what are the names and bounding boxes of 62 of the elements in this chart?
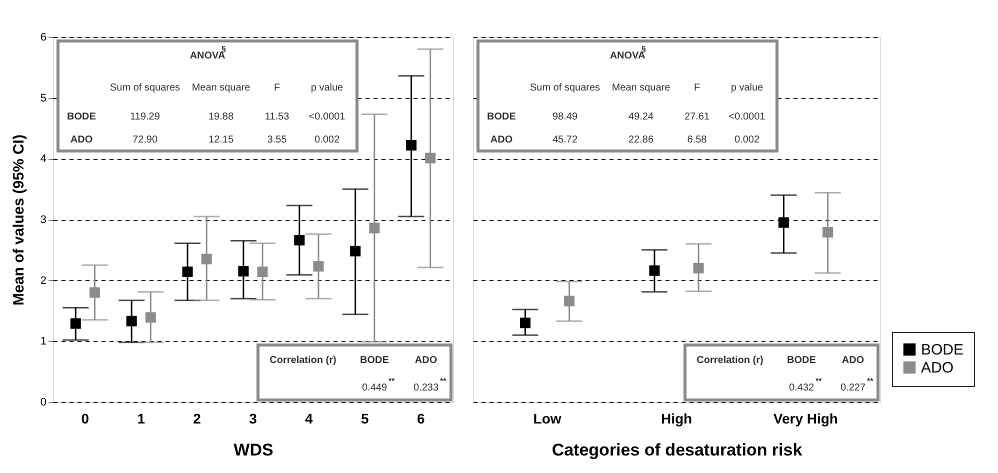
annotation: p value: [310, 82, 344, 94]
legend-label: ADO: [921, 360, 954, 376]
x-tick-label: 2: [193, 410, 202, 426]
annotation: 45.72: [552, 134, 578, 146]
x-tick-label: 6: [416, 410, 425, 426]
annotation: ANOVA§: [190, 44, 226, 62]
annotation: Sum of squares: [530, 82, 600, 94]
annotation: 0.432**: [788, 376, 823, 394]
annotation: F: [274, 82, 280, 94]
annotation: 49.24: [628, 112, 654, 122]
x-axis-title: WDS: [234, 440, 274, 460]
y-tick-label: 1: [40, 336, 46, 348]
y-axis-title: Mean of values (95% CI): [10, 134, 28, 306]
annotation: ADO: [842, 355, 864, 366]
annotation: 0.002: [734, 134, 760, 146]
annotation: ANOVA§: [610, 44, 646, 62]
annotation: BODE: [787, 355, 816, 366]
annotation: 98.49: [552, 112, 578, 122]
annotation: Mean square: [612, 82, 671, 94]
annotation: 27.61: [684, 112, 710, 122]
x-tick-label: 0: [81, 410, 90, 426]
annotation: <0.0001: [728, 112, 766, 122]
x-axis-title: Categories of desaturation risk: [552, 440, 803, 460]
annotation: 0.233**: [413, 376, 448, 394]
annotation: 12.15: [208, 134, 234, 146]
annotation: 119.29: [130, 112, 160, 122]
annotation: 0.449**: [362, 376, 396, 394]
y-tick-label: 2: [40, 274, 46, 287]
annotation: p value: [730, 82, 764, 94]
x-tick-label: Low: [533, 410, 562, 426]
x-tick-label: 4: [305, 410, 314, 426]
x-tick-label: 5: [360, 410, 369, 426]
y-tick-label: 6: [40, 32, 46, 44]
y-tick-label: 4: [40, 153, 46, 166]
annotation: 19.88: [208, 112, 234, 122]
x-tick-label: Very High: [773, 410, 838, 426]
annotation: 11.53: [264, 112, 290, 122]
y-tick-label: 3: [40, 214, 46, 226]
y-tick-label: 5: [40, 92, 46, 104]
x-tick-label: 3: [249, 410, 258, 426]
annotation: Sum of squares: [110, 82, 180, 94]
annotation: 72.90: [132, 134, 158, 146]
annotation: ADO: [490, 134, 513, 146]
annotation: Correlation (r): [696, 355, 764, 366]
annotation: BODE: [67, 112, 96, 122]
y-tick-label: 0: [40, 396, 46, 408]
annotation: BODE: [360, 355, 390, 366]
legend-label: BODE: [921, 342, 964, 358]
annotation: 0.002: [314, 134, 340, 146]
annotation: 6.58: [687, 134, 708, 146]
annotation: 22.86: [628, 134, 654, 146]
annotation: ADO: [414, 355, 438, 366]
annotation: <0.0001: [308, 112, 346, 122]
annotation: BODE: [487, 112, 516, 122]
x-tick-label: High: [660, 410, 692, 426]
annotation: Mean square: [192, 82, 251, 94]
annotation: ADO: [70, 134, 93, 146]
annotation: Correlation (r): [270, 355, 336, 366]
x-tick-label: 1: [137, 410, 146, 426]
annotation: 0.227**: [840, 376, 874, 394]
annotation: 3.55: [267, 134, 288, 146]
annotation: F: [694, 82, 700, 94]
